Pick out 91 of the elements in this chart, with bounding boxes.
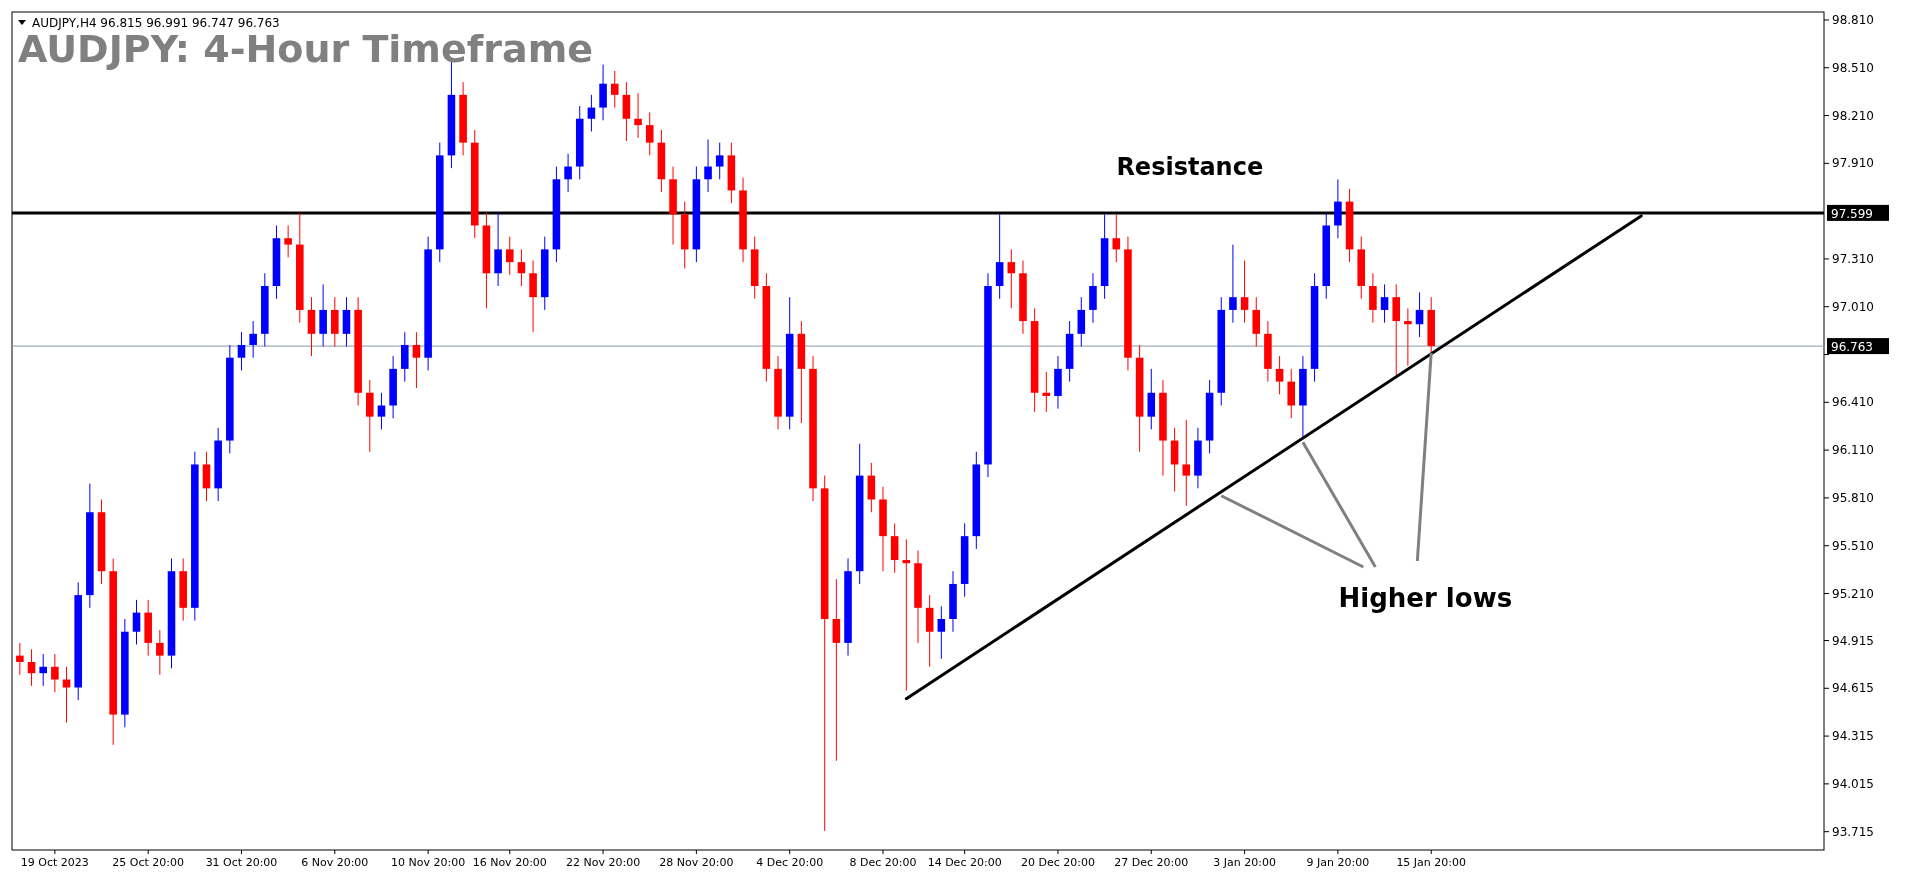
y-tick-label: 95.810 [1832, 490, 1874, 505]
candlestick [925, 594, 934, 668]
candlestick [634, 92, 642, 139]
annotation: Higher lows [1338, 582, 1513, 613]
candlestick [1089, 272, 1097, 324]
x-tick-label: 31 Oct 20:00 [205, 856, 278, 869]
y-tick-label: 95.510 [1832, 538, 1874, 553]
candlestick [412, 331, 421, 389]
x-tick-label: 10 Nov 20:00 [391, 856, 466, 869]
candlestick [132, 599, 141, 645]
candlestick [517, 248, 526, 287]
candlestick [331, 296, 339, 348]
x-tick-label: 16 Nov 20:00 [472, 856, 547, 869]
y-tick-label: 94.915 [1832, 633, 1874, 648]
candlestick [610, 70, 619, 109]
candlestick [1252, 296, 1261, 348]
candlestick [1275, 355, 1284, 395]
candlestick [1404, 307, 1412, 367]
candlestick [319, 283, 327, 348]
candlestick [715, 142, 724, 180]
x-tick-label: 6 Nov 20:00 [301, 856, 369, 869]
x-tick-label: 20 Dec 20:00 [1020, 856, 1095, 869]
candlestick [342, 296, 351, 348]
candlestick [1229, 244, 1237, 324]
candlestick [1112, 213, 1121, 263]
y-tick-label: 97.910 [1832, 156, 1874, 171]
candlestick [51, 653, 59, 693]
y-tick-label: 94.015 [1832, 776, 1874, 791]
candlestick [494, 212, 502, 287]
candlestick [1380, 283, 1389, 324]
x-tick-label: 4 Dec 20:00 [756, 856, 824, 869]
x-tick-label: 27 Dec 20:00 [1114, 856, 1189, 869]
candlestick [1077, 296, 1086, 348]
candlestick [622, 81, 631, 142]
y-tick-label: 98.210 [1832, 108, 1874, 123]
candlestick [529, 260, 537, 333]
candlestick [307, 296, 316, 357]
y-tick-label: 94.315 [1832, 729, 1874, 744]
candlestick [1392, 283, 1401, 376]
y-tick-label: 96.110 [1832, 443, 1874, 458]
x-tick-label: 9 Jan 20:00 [1306, 856, 1370, 869]
x-tick-label: 15 Jan 20:00 [1396, 856, 1467, 869]
candlestick [505, 236, 514, 276]
x-tick-label: 22 Nov 20:00 [565, 856, 641, 869]
candlestick [599, 64, 607, 121]
candlestick [27, 648, 36, 687]
annotation: AUDJPY,H4 96.815 96.991 96.747 96.763 [32, 16, 280, 30]
candlestick [995, 213, 1004, 300]
x-tick-label: 25 Oct 20:00 [112, 856, 185, 869]
x-tick-label: 19 Oct 2023 [20, 856, 89, 869]
y-tick-label: 98.510 [1832, 60, 1874, 75]
candlestick [1334, 178, 1342, 239]
y-tick-label: 95.210 [1832, 586, 1874, 601]
ref-line-label: 97.599 [1831, 206, 1873, 221]
candlestick [39, 653, 47, 687]
candlestick [1240, 260, 1249, 324]
candlestick [1182, 419, 1191, 507]
y-tick-label: 97.010 [1832, 299, 1874, 314]
annotation: Resistance [1116, 152, 1264, 181]
y-tick-label: 97.310 [1832, 251, 1874, 266]
candlestick [587, 94, 596, 132]
y-tick-label: 98.810 [1832, 12, 1874, 27]
candlestick [937, 605, 946, 660]
y-tick-label: 93.715 [1832, 824, 1874, 839]
candlestick [16, 642, 24, 676]
candlestick [156, 629, 164, 676]
y-tick-label: 96.410 [1832, 395, 1874, 410]
candlestick [867, 462, 876, 513]
ref-line-label: 96.763 [1831, 340, 1873, 355]
candlestick [249, 320, 257, 359]
x-tick-label: 3 Jan 20:00 [1213, 856, 1276, 869]
candlestick [366, 379, 374, 453]
candlestick [1147, 368, 1156, 430]
candlestick [237, 331, 246, 371]
x-tick-label: 14 Dec 20:00 [927, 856, 1002, 869]
candlestick [832, 578, 841, 762]
x-tick-label: 28 Nov 20:00 [659, 856, 734, 869]
candlestick [1369, 272, 1377, 324]
x-tick-label: 8 Dec 20:00 [849, 856, 917, 869]
candlestick [704, 138, 712, 193]
candlestick [1415, 291, 1424, 338]
candlestick [1007, 248, 1016, 309]
candlestick [890, 522, 899, 574]
candlestick [564, 153, 572, 193]
candlestick [284, 224, 292, 258]
candlestick [645, 111, 654, 156]
candlestick [1287, 368, 1296, 419]
candlestick [377, 392, 386, 430]
candlestick [400, 331, 409, 383]
y-tick-label: 94.615 [1832, 681, 1874, 696]
candlestick [202, 451, 211, 502]
